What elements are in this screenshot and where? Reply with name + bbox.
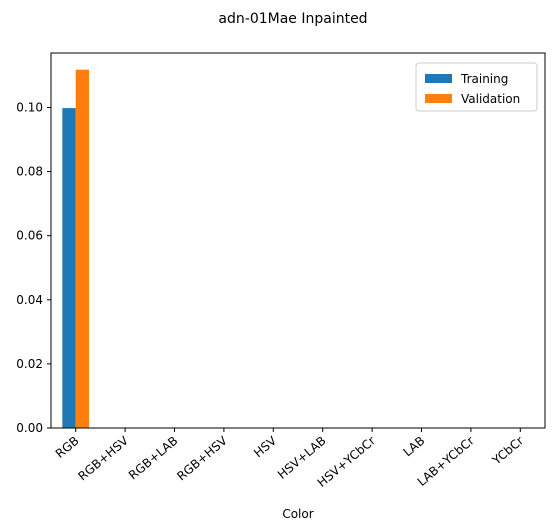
- y-axis: 0.00 0.02 0.04 0.06 0.08 0.10: [16, 100, 51, 435]
- plot-frame: [50, 52, 546, 429]
- bar-validation-0: [75, 69, 90, 429]
- x-axis-label: Color: [282, 507, 313, 521]
- x-tick-label: RGB+LAB: [126, 434, 180, 483]
- y-tick-label: 0.00: [16, 421, 43, 435]
- legend-swatch: [425, 94, 452, 103]
- legend: Training Validation: [415, 62, 538, 112]
- y-tick-label: 0.06: [16, 229, 43, 243]
- x-tick-label: YCbCr: [489, 434, 526, 469]
- x-tick-label: LAB: [400, 434, 427, 460]
- x-tick-label: RGB: [53, 434, 82, 461]
- y-tick-label: 0.10: [16, 100, 43, 114]
- y-tick-label: 0.04: [16, 293, 43, 307]
- y-tick-label: 0.02: [16, 357, 43, 371]
- plot-area: [50, 52, 546, 429]
- bar-training-0: [62, 108, 76, 428]
- legend-swatch: [425, 74, 452, 83]
- y-tick-label: 0.08: [16, 165, 43, 179]
- x-tick-label: RGB+HSV: [75, 433, 131, 483]
- chart-title: adn-01Mae Inpainted: [218, 11, 367, 27]
- x-tick-label: RGB+HSV: [174, 433, 230, 483]
- legend-label: Validation: [461, 92, 520, 106]
- legend-label: Training: [460, 72, 508, 86]
- x-tick-label: HSV: [251, 433, 280, 460]
